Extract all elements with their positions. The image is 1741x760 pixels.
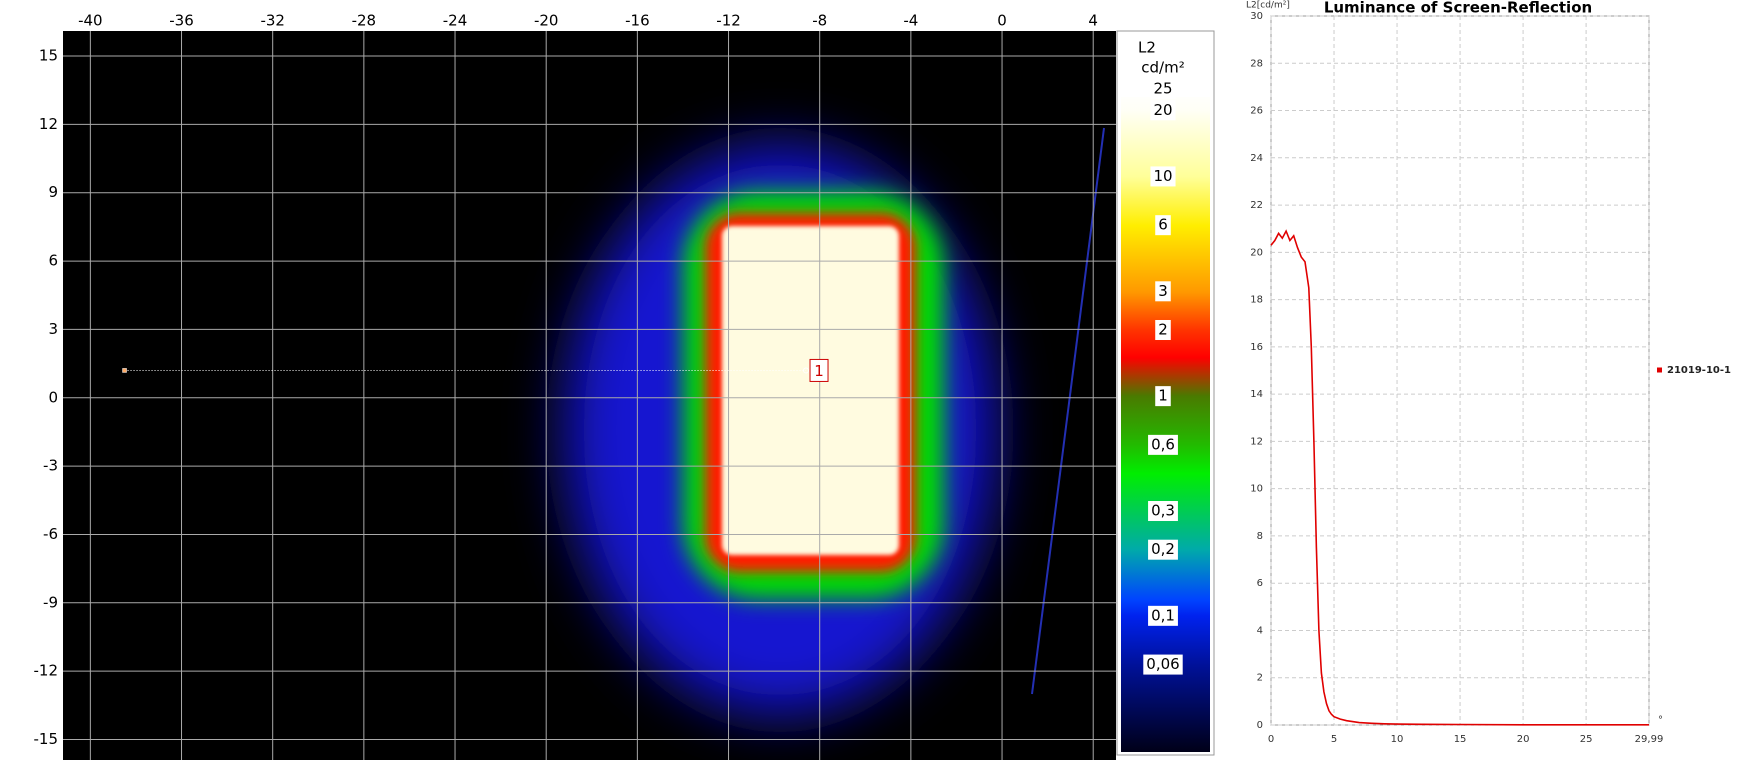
x-tick-label: 4 (1088, 12, 1098, 30)
x-tick-label: 20 (1517, 734, 1530, 745)
colorbar-label-bg (1148, 539, 1178, 560)
y-tick-label: -15 (34, 730, 59, 748)
colorbar-label-bg (1150, 100, 1176, 121)
y-tick-label: 3 (48, 320, 58, 338)
colorbar-title: L2 (1138, 39, 1156, 57)
y-tick-label: 20 (1250, 247, 1263, 258)
colorbar-label-bg (1155, 215, 1171, 236)
x-tick-label: -8 (812, 12, 827, 30)
y-tick-label: 26 (1250, 106, 1263, 117)
x-tick-label: 10 (1391, 734, 1404, 745)
colorbar-tick-label: 0,06 (1146, 655, 1179, 673)
y-tick-label: -3 (43, 457, 58, 475)
y-tick-label: 0 (1257, 720, 1263, 731)
x-tick-label: -12 (716, 12, 741, 30)
y-tick-label: 28 (1250, 58, 1263, 69)
y-tick-label: 8 (1257, 531, 1263, 542)
x-tick-label: -32 (260, 12, 285, 30)
y-tick-label: 12 (1250, 436, 1263, 447)
luminance-image (565, 127, 1105, 715)
colorbar-tick-label: 3 (1158, 282, 1168, 300)
series-line (1270, 229, 1649, 726)
x-tick-label: 29,99 (1635, 734, 1664, 745)
colorbar-label-bg (1155, 281, 1171, 302)
y-tick-label: 16 (1250, 342, 1263, 353)
colorbar-tick-label: 0,3 (1151, 502, 1175, 520)
x-tick-label: -20 (534, 12, 559, 30)
screen-core (722, 226, 899, 555)
x-tick-label: -16 (625, 12, 650, 30)
colorbar-tick-label: 10 (1153, 167, 1172, 185)
y-tick-label: 15 (39, 47, 58, 65)
x-tick-label: -36 (169, 12, 194, 30)
colorbar-label-bg (1148, 501, 1178, 522)
colorbar (1121, 97, 1210, 752)
colorbar-label-bg (1155, 386, 1171, 407)
reflection-streak (1031, 127, 1105, 695)
y-tick-label: 30 (1250, 11, 1263, 22)
colorbar-tick-label: 2 (1158, 320, 1168, 338)
x-tick-label: 5 (1331, 734, 1337, 745)
colorbar-tick-label: 6 (1158, 216, 1168, 234)
colorbar-label-bg (1150, 79, 1176, 99)
x-tick-label: 0 (1268, 734, 1274, 745)
colorbar-tick-label: 20 (1153, 101, 1172, 119)
profile-start (122, 368, 127, 373)
x-tick-label: -28 (352, 12, 377, 30)
y-tick-label: 0 (48, 388, 58, 406)
colorbar-tick-label: 0,2 (1151, 540, 1175, 558)
y-tick-label: 22 (1250, 200, 1263, 211)
colorbar-unit: cd/m² (1141, 59, 1184, 77)
x-tick-label: 25 (1580, 734, 1593, 745)
y-tick-label: 6 (1257, 578, 1263, 589)
profile-label-box (809, 358, 829, 382)
colorbar-tick-label: 25 (1153, 80, 1172, 98)
colorbar-label-bg (1150, 166, 1176, 187)
colorbar-label-bg (1155, 319, 1171, 340)
colorbar-tick-label: 0,1 (1151, 606, 1175, 624)
y-axis-label: L2[cd/m²] (1246, 1, 1290, 11)
legend-label: 21019-10-1 (1667, 365, 1731, 376)
y-tick-label: 24 (1250, 153, 1263, 164)
colorbar-label-bg (1143, 654, 1183, 675)
colorbar-tick-label: 0,6 (1151, 435, 1175, 453)
colorbar-label-bg (1148, 605, 1178, 626)
y-tick-label: -9 (43, 593, 58, 611)
profile-label: 1 (814, 362, 824, 380)
y-tick-label: 4 (1257, 625, 1263, 636)
y-tick-label: 14 (1250, 389, 1263, 400)
x-tick-label: -24 (443, 12, 468, 30)
y-tick-label: 9 (48, 183, 58, 201)
colorbar-tick-label: 1 (1158, 387, 1168, 405)
y-tick-label: 18 (1250, 295, 1263, 306)
x-tick-label: 0 (997, 12, 1007, 30)
y-tick-label: 2 (1257, 673, 1263, 684)
x-tick-label: -4 (903, 12, 918, 30)
y-tick-label: -12 (34, 662, 59, 680)
x-unit: ° (1658, 715, 1663, 726)
y-tick-label: 6 (48, 252, 58, 270)
x-tick-label: -40 (78, 12, 103, 30)
profile-end (803, 367, 810, 374)
legend-swatch (1657, 367, 1662, 373)
y-tick-label: 10 (1250, 484, 1263, 495)
colorbar-label-bg (1148, 434, 1178, 455)
y-tick-label: -6 (43, 525, 58, 543)
y-tick-label: 12 (39, 115, 58, 133)
x-tick-label: 15 (1454, 734, 1467, 745)
chart-title: Luminance of Screen-Reflection (1324, 0, 1592, 17)
